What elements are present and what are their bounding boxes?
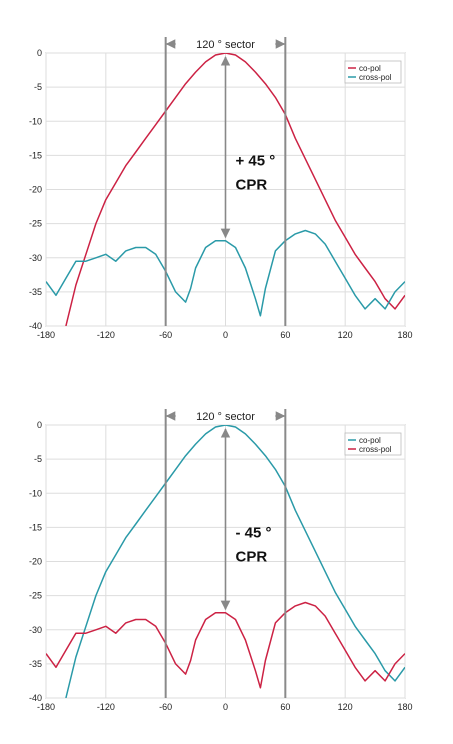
y-tick-label: -40 [29,321,42,331]
cpr-label-line1: - 45 ° [236,525,272,542]
x-tick-label: -120 [97,702,115,712]
x-tick-label: 0 [223,702,228,712]
x-tick-label: 0 [223,330,228,340]
x-tick-label: 120 [338,330,353,340]
y-tick-label: -10 [29,116,42,126]
cpr-label-line2: CPR [236,177,268,194]
cpr-label-line2: CPR [236,549,268,566]
legend-label: cross-pol [359,445,392,454]
series-group [46,53,405,326]
legend-label: cross-pol [359,73,392,82]
x-tick-label: 180 [397,330,412,340]
chart-plus45: 0 -5 -10 -15 -20 -25 -30 -35 -40-180 -120 -60 0 60 12… [29,37,413,340]
y-tick-label: -10 [29,488,42,498]
series-line-cross-pol [46,229,405,317]
legend-box [344,432,402,456]
series-line-cross-pol [46,601,405,689]
y-tick-label: -15 [29,150,42,160]
series-line-co-pol [65,425,405,698]
y-tick-label: -5 [34,454,42,464]
y-tick-label: -20 [29,557,42,567]
x-tick-label: 120 [338,702,353,712]
y-tick-label: 0 [37,420,42,430]
x-tick-label: 180 [397,702,412,712]
x-tick-label: -120 [97,330,115,340]
x-tick-label: -180 [37,702,55,712]
sector-label: 120 ° sector [196,411,255,423]
chart-panel-plus45: 0 -5 -10 -15 -20 -25 -30 -35 -40 -180 -120 -60 0 60 12… [29,37,413,340]
x-tick-label: -180 [37,330,55,340]
legend-box [344,60,402,84]
x-tick-label: 60 [280,330,290,340]
y-tick-label: -35 [29,659,42,669]
y-tick-label: -25 [29,591,42,601]
y-tick-label: -40 [29,693,42,703]
series-line-co-pol [65,53,405,326]
chart-minus45: 0 -5 -10 -15 -20 -25 -30 -35 -40-180 -120 -60 0 60 12… [29,409,413,712]
sector-label: 120 ° sector [196,39,255,51]
legend-label: co-pol [359,64,381,73]
legend-label: co-pol [359,436,381,445]
y-tick-label: -30 [29,253,42,263]
chart-panel-minus45: 0 -5 -10 -15 -20 -25 -30 -35 -40 -180 -120 -60 0 60 12… [0,372,453,744]
x-tick-label: -60 [159,702,172,712]
y-tick-label: -25 [29,219,42,229]
series-group [46,425,405,698]
y-tick-label: -15 [29,522,42,532]
y-tick-label: 0 [37,48,42,58]
y-tick-label: -30 [29,625,42,635]
x-tick-label: 60 [280,702,290,712]
y-tick-label: -5 [34,82,42,92]
y-tick-label: -35 [29,287,42,297]
x-tick-label: -60 [159,330,172,340]
y-tick-label: -20 [29,185,42,195]
cpr-label-line1: + 45 ° [236,153,276,170]
